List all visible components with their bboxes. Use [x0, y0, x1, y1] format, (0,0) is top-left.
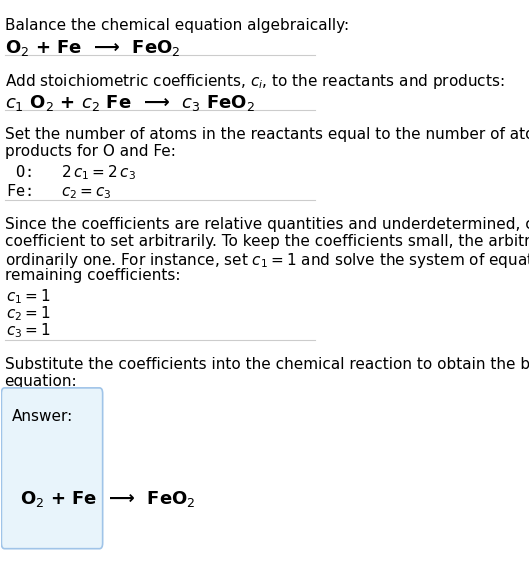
- Text: Answer:: Answer:: [12, 409, 73, 424]
- FancyBboxPatch shape: [2, 388, 103, 549]
- Text: Add stoichiometric coefficients, $c_i$, to the reactants and products:: Add stoichiometric coefficients, $c_i$, …: [5, 72, 504, 91]
- Text: $c_2 = 1$: $c_2 = 1$: [6, 304, 51, 323]
- Text: Since the coefficients are relative quantities and underdetermined, choose a: Since the coefficients are relative quan…: [5, 217, 529, 232]
- Text: O$_2$ + Fe  ⟶  FeO$_2$: O$_2$ + Fe ⟶ FeO$_2$: [21, 489, 196, 509]
- Text: O:   $2\,c_1 = 2\,c_3$: O: $2\,c_1 = 2\,c_3$: [6, 163, 136, 182]
- Text: remaining coefficients:: remaining coefficients:: [5, 268, 180, 283]
- Text: Set the number of atoms in the reactants equal to the number of atoms in the: Set the number of atoms in the reactants…: [5, 126, 529, 142]
- Text: $c_1 = 1$: $c_1 = 1$: [6, 287, 51, 306]
- Text: products for O and Fe:: products for O and Fe:: [5, 143, 176, 159]
- Text: $c_1$ O$_2$ + $c_2$ Fe  ⟶  $c_3$ FeO$_2$: $c_1$ O$_2$ + $c_2$ Fe ⟶ $c_3$ FeO$_2$: [5, 93, 254, 113]
- Text: equation:: equation:: [5, 374, 77, 389]
- Text: O$_2$ + Fe  ⟶  FeO$_2$: O$_2$ + Fe ⟶ FeO$_2$: [5, 38, 180, 58]
- Text: Balance the chemical equation algebraically:: Balance the chemical equation algebraica…: [5, 18, 349, 33]
- Text: Substitute the coefficients into the chemical reaction to obtain the balanced: Substitute the coefficients into the che…: [5, 357, 529, 372]
- Text: Fe:   $c_2 = c_3$: Fe: $c_2 = c_3$: [6, 182, 112, 201]
- Text: $c_3 = 1$: $c_3 = 1$: [6, 321, 51, 340]
- Text: coefficient to set arbitrarily. To keep the coefficients small, the arbitrary va: coefficient to set arbitrarily. To keep …: [5, 234, 529, 249]
- Text: ordinarily one. For instance, set $c_1 = 1$ and solve the system of equations fo: ordinarily one. For instance, set $c_1 =…: [5, 251, 529, 270]
